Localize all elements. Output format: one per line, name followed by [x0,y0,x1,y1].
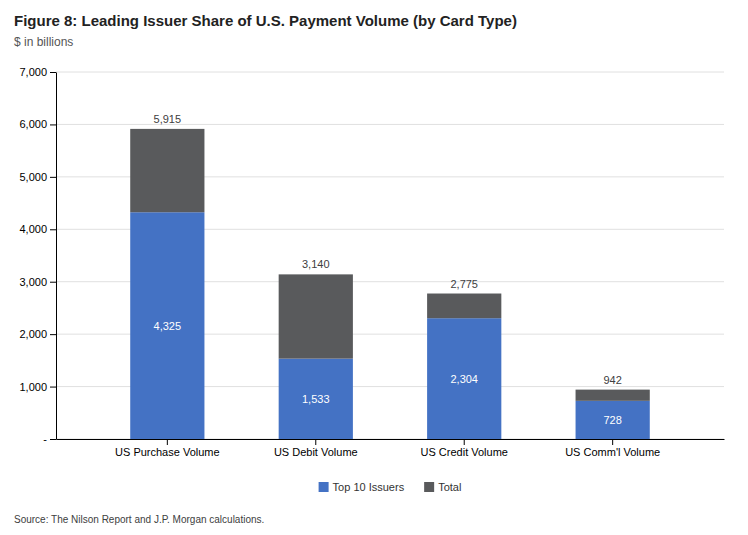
total-label: 5,915 [154,113,182,125]
grid-line [56,72,724,73]
x-tick: US Credit Volume [421,439,508,458]
bar [427,318,501,439]
y-tick: 1,000 [19,381,56,393]
y-tick-mark [50,124,56,125]
y-tick: 5,000 [19,171,56,183]
x-tick-label: US Purchase Volume [115,446,220,458]
legend-swatch [319,482,329,492]
x-tick-mark [612,439,613,445]
grid [56,72,724,439]
y-tick-label: 3,000 [19,276,47,288]
y-tick-mark [50,387,56,388]
x-tick-label: US Credit Volume [421,446,508,458]
x-tick: US Purchase Volume [115,439,220,458]
legend: Top 10 Issuers Total [319,481,462,493]
y-tick-label: 7,000 [19,66,47,78]
y-tick-mark [50,229,56,230]
total-label: 3,140 [302,258,330,270]
y-tick-label: 5,000 [19,171,47,183]
bar [279,274,353,358]
y-tick-mark [50,282,56,283]
annotation: Source: The Nilson Report and J.P. Morga… [14,514,264,525]
y-tick-label: 1,000 [19,381,47,393]
bar [130,212,204,439]
bar [576,390,650,401]
data-label: 2,304 [450,373,478,385]
y-tick-label: 4,000 [19,223,47,235]
y-tick-mark [50,439,56,440]
bar [279,359,353,439]
legend-swatch [424,482,434,492]
bars [130,129,650,439]
bar-series [130,129,650,401]
legend-label: Top 10 Issuers [333,481,405,493]
x-tick: US Comm'l Volume [565,439,660,458]
subtitle: $ in billions [14,35,73,49]
bar-series [130,212,650,439]
x-axis: US Purchase Volume US Debit Volume US Cred… [57,439,725,458]
data-label: 1,533 [302,393,330,405]
bar [427,294,501,319]
y-tick: - [43,433,56,445]
y-axis: - 1,000 2,000 3,000 4,000 5,000 6,000 7,000 [19,66,56,445]
x-tick-mark [315,439,316,445]
y-tick: 2,000 [19,328,56,340]
y-tick: 3,000 [19,276,56,288]
bar [576,401,650,439]
data-label: 728 [603,414,621,426]
data-label: 4,325 [154,320,182,332]
x-axis-line [57,439,725,440]
bar [130,129,204,212]
y-tick: 4,000 [19,223,56,235]
title: Figure 8: Leading Issuer Share of U.S. P… [14,12,517,29]
y-tick: 6,000 [19,118,56,130]
plot: - 1,000 2,000 3,000 4,000 5,000 6,000 7,000 US P… [19,66,724,458]
x-tick-label: US Comm'l Volume [565,446,660,458]
legend-label: Total [438,481,461,493]
x-tick: US Debit Volume [274,439,358,458]
data-labels: 4,325 1,533 2,304 728 5,915 3,140 2,775 942 [154,113,622,426]
y-tick-label: 2,000 [19,328,47,340]
total-label: 2,775 [450,278,478,290]
x-tick-mark [167,439,168,445]
y-tick-mark [50,177,56,178]
x-tick-mark [464,439,465,445]
chart: Figure 8: Leading Issuer Share of U.S. P… [0,0,748,535]
legend-item: Top 10 Issuers [319,481,405,493]
y-tick-label: - [43,433,47,445]
total-label: 942 [603,374,621,386]
y-axis-line [56,73,57,440]
y-tick: 7,000 [19,66,56,78]
y-tick-mark [50,72,56,73]
y-tick-mark [50,334,56,335]
legend-item: Total [424,481,461,493]
x-tick-label: US Debit Volume [274,446,358,458]
y-tick-label: 6,000 [19,118,47,130]
